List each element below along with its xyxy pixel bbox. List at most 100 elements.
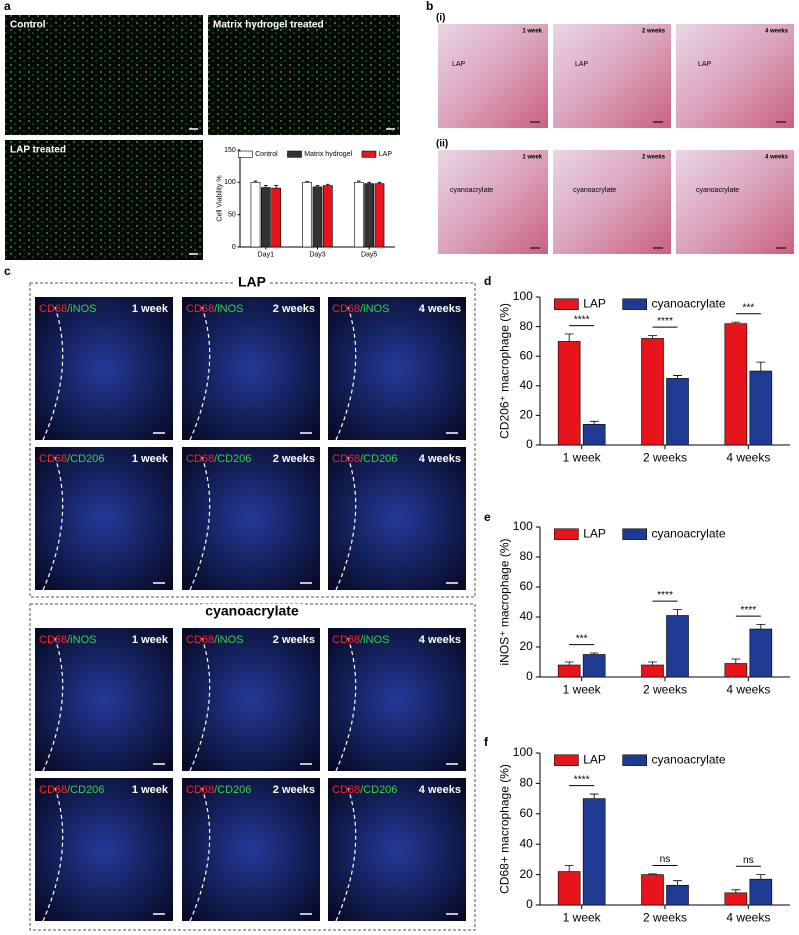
error-bar [589, 793, 599, 799]
week-label: 2 weeks [273, 784, 315, 796]
significance-label: **** [740, 605, 756, 616]
legend: Control Matrix hydrogel LAP [238, 150, 393, 158]
error-bar [756, 874, 766, 880]
significance-label: *** [742, 302, 754, 313]
bar [312, 186, 323, 248]
image-label: LAP treated [10, 145, 66, 156]
error-bar [673, 880, 682, 886]
boundary [189, 637, 211, 772]
x-tick-label: 2 weeks [643, 450, 687, 464]
microscopy-image [5, 140, 203, 260]
stain-marker: /CD206 [214, 453, 251, 465]
significance-label: **** [574, 774, 590, 785]
week-label: 1 week [522, 29, 542, 35]
fluorescence-image [35, 778, 173, 921]
stain-marker: CD68 [186, 303, 214, 315]
y-tick-label: 60 [519, 348, 533, 362]
bar [724, 892, 748, 906]
boundary [335, 306, 357, 441]
bar [749, 628, 773, 678]
legend-label: cyanoacrylate [651, 752, 725, 766]
error-bar [253, 180, 258, 183]
boundary [42, 787, 64, 922]
histology-image [553, 24, 671, 128]
error-bar [731, 321, 741, 324]
error-bar [648, 661, 657, 665]
legend: LAP cyanoacrylate [554, 296, 726, 310]
material-label: LAP [698, 61, 712, 68]
y-axis-label: iNOS⁺ macrophage (%) [497, 538, 511, 665]
y-axis-label: Cell Viability % [217, 175, 224, 221]
bar [557, 664, 581, 678]
fluorescence-image [328, 778, 466, 921]
fluorescence-image [182, 778, 320, 921]
legend-label: cyanoacrylate [651, 526, 725, 540]
error-bar [756, 624, 766, 629]
legend-label: LAP [583, 296, 606, 310]
stain-label: CD68/CD206 [332, 453, 397, 465]
legend-label: LAP [583, 526, 606, 540]
legend-label: Matrix hydrogel [304, 151, 352, 158]
bar [557, 871, 581, 906]
bar [302, 182, 313, 248]
bar [749, 878, 773, 906]
legend-swatch [554, 754, 579, 766]
stain-marker: /CD206 [360, 453, 397, 465]
stain-marker: CD68 [332, 453, 360, 465]
legend-swatch [238, 150, 253, 158]
error-bar [564, 333, 574, 342]
legend-swatch [622, 528, 647, 540]
histology-image [438, 150, 548, 254]
week-label: 4 weeks [419, 784, 461, 796]
error-bar [589, 420, 599, 425]
error-bar [315, 185, 320, 187]
stain-marker: /iNOS [214, 634, 243, 646]
x-tick-label: 1 week [563, 910, 602, 924]
y-tick-label: 0 [526, 669, 533, 683]
title-backing [201, 604, 303, 620]
stain-label: CD68/CD206 [39, 784, 104, 796]
y-tick-label: 40 [519, 836, 533, 850]
legend-label: LAP [379, 151, 393, 158]
week-label: 1 week [132, 453, 169, 465]
histology-image [438, 24, 548, 128]
panel-label: f [484, 735, 489, 749]
error-bar [673, 609, 682, 616]
bar [374, 183, 385, 248]
boundary [42, 637, 64, 772]
y-tick-label: 40 [519, 609, 533, 623]
boundary [42, 456, 64, 591]
stain-marker: CD68 [186, 784, 214, 796]
fluorescence-image [328, 447, 466, 590]
fluorescence-image [328, 628, 466, 771]
error-bar [367, 181, 371, 184]
bar [260, 187, 271, 248]
bar [666, 378, 689, 446]
stain-label: CD68/CD206 [186, 453, 251, 465]
week-label: 2 weeks [273, 453, 315, 465]
stain-marker: /CD206 [67, 784, 104, 796]
error-bar [673, 375, 682, 379]
group-title: LAP [238, 274, 266, 290]
y-tick-label: 50 [228, 212, 236, 219]
stain-label: CD68/iNOS [332, 303, 389, 315]
error-bar [731, 658, 741, 664]
microscopy-image [5, 15, 203, 135]
y-tick-label: 20 [519, 408, 533, 422]
fluorescence-image [35, 297, 173, 440]
boundary [189, 306, 211, 441]
bar [582, 423, 606, 446]
material-label: cyanoacrylate [450, 187, 493, 194]
legend-swatch [554, 528, 579, 540]
fluorescence-image [328, 297, 466, 440]
bar [322, 185, 333, 248]
legend-swatch [361, 150, 377, 158]
x-tick-label: 4 weeks [726, 450, 770, 464]
row-label: (ii) [436, 139, 448, 150]
significance-label: ns [660, 854, 671, 865]
bar [724, 663, 748, 678]
x-tick-label: 4 weeks [726, 682, 770, 696]
bar [582, 798, 606, 906]
week-label: 2 weeks [642, 155, 666, 161]
